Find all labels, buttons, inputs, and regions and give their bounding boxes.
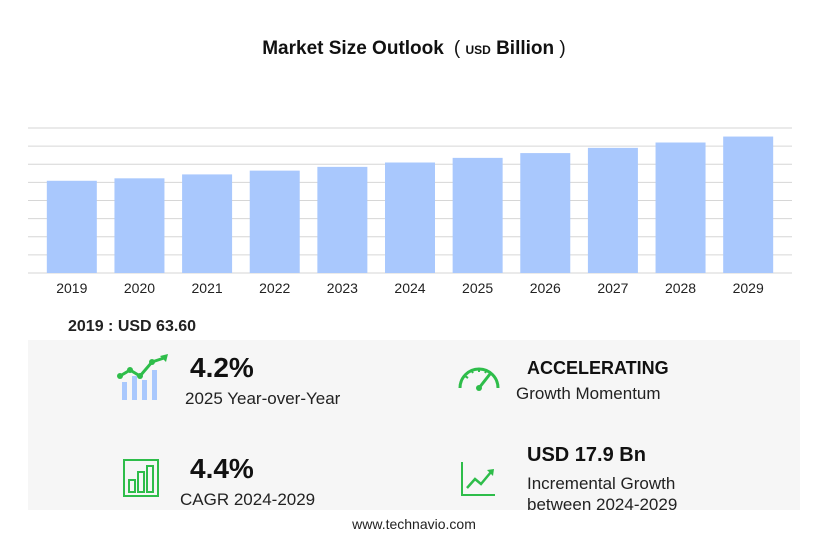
bar-chart: 2019 2020 2021 2022 2023 2024 2025 2026 2027 2028…: [28, 127, 792, 296]
chart-title-unit: ( USD Billion ): [454, 38, 566, 59]
bar-chart-icon: [123, 459, 159, 497]
incremental-label: Incremental Growth between 2024-2029: [527, 473, 677, 515]
cagr-value: 4.4%: [190, 453, 254, 484]
x-tick-label: 2020: [124, 280, 155, 296]
bar-2022: [249, 170, 300, 273]
base-year-value: 2019 : USD 63.60: [68, 318, 197, 335]
bar-trend-icon: [117, 354, 168, 400]
kpi-panel: [28, 340, 800, 510]
unit-currency: USD: [465, 43, 491, 57]
bar-2019: [46, 180, 97, 273]
bar-2021: [182, 174, 233, 273]
x-tick-label: 2028: [665, 280, 696, 296]
x-tick-label: 2027: [597, 280, 628, 296]
bar-2028: [655, 142, 706, 273]
x-tick-label: 2023: [327, 280, 358, 296]
chart-title: Market Size Outlook ( USD Billion ): [0, 38, 828, 60]
chart-title-main: Market Size Outlook: [262, 38, 444, 59]
line-chart-icon: [461, 462, 495, 496]
x-tick-label: 2026: [530, 280, 561, 296]
unit-open-paren: (: [453, 38, 461, 59]
x-tick-label: 2019: [56, 280, 87, 296]
bar-2026: [520, 153, 571, 273]
incremental-value: USD 17.9 Bn: [527, 444, 646, 466]
bar-2027: [587, 147, 638, 273]
x-tick-label: 2025: [462, 280, 493, 296]
momentum-label: Growth Momentum: [516, 384, 661, 403]
bar-2029: [723, 136, 774, 273]
incremental-label-line2: between 2024-2029: [527, 495, 678, 514]
yoy-label: 2025 Year-over-Year: [185, 389, 341, 408]
x-tick-label: 2029: [733, 280, 764, 296]
yoy-value: 4.2%: [190, 352, 254, 383]
x-tick-label: 2022: [259, 280, 290, 296]
cagr-label: CAGR 2024-2029: [180, 490, 316, 509]
momentum-head: ACCELERATING: [527, 358, 669, 378]
x-tick-label: 2024: [394, 280, 425, 296]
bar-2023: [317, 166, 368, 273]
bar-2025: [452, 157, 503, 273]
x-tick-label: 2021: [192, 280, 223, 296]
unit-close-paren: ): [559, 38, 566, 59]
incremental-label-line1: Incremental Growth: [527, 474, 676, 493]
unit-magnitude: Billion: [496, 38, 555, 59]
speedometer-icon: [458, 367, 500, 391]
bar-2024: [385, 162, 435, 273]
footer-url: www.technavio.com: [352, 516, 476, 532]
bar-2020: [114, 178, 165, 273]
